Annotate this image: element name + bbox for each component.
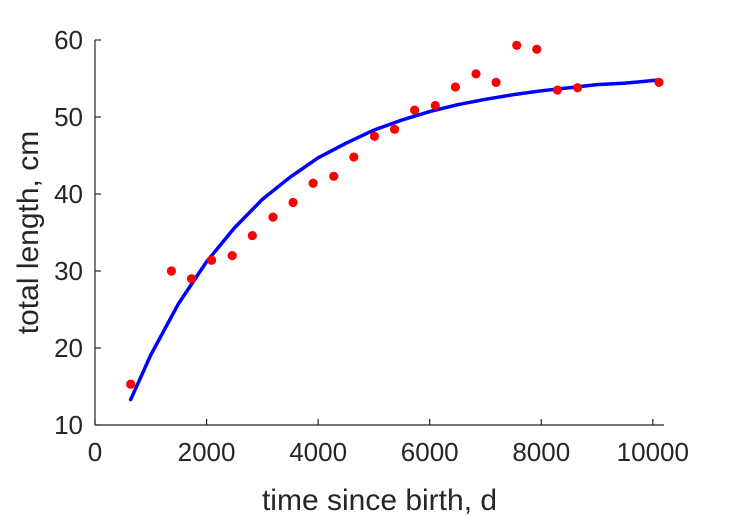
y-axis-label: total length, cm: [12, 131, 45, 334]
x-tick-label: 10000: [617, 437, 689, 467]
data-points: [126, 40, 664, 389]
data-point: [430, 100, 440, 111]
x-tick-label: 0: [88, 437, 102, 467]
data-point: [512, 40, 522, 50]
y-tick-label: 50: [54, 102, 83, 132]
x-ticks: 0 2000 4000 6000 8000 10000: [88, 419, 689, 467]
x-tick-label: 6000: [401, 437, 459, 467]
y-ticks: 10 20 30 40 50 60: [54, 25, 101, 440]
data-point: [268, 212, 278, 222]
data-point: [654, 77, 664, 87]
data-point: [410, 105, 420, 115]
data-point: [247, 230, 257, 241]
data-point: [532, 44, 542, 54]
x-tick-label: 2000: [178, 437, 236, 467]
data-point: [329, 171, 339, 181]
data-point: [389, 124, 400, 134]
data-point: [450, 82, 460, 92]
y-tick-label: 60: [54, 25, 83, 55]
data-point: [227, 251, 237, 261]
x-axis-label: time since birth, d: [262, 484, 497, 517]
data-point: [186, 274, 197, 284]
data-point: [552, 85, 563, 95]
data-point: [166, 266, 177, 276]
data-point: [206, 255, 217, 265]
y-tick-label: 40: [54, 179, 83, 209]
data-point: [491, 77, 501, 87]
y-tick-label: 20: [54, 333, 83, 363]
data-point: [572, 83, 583, 93]
y-tick-label: 30: [54, 256, 83, 286]
data-point: [369, 131, 380, 141]
data-point: [288, 197, 298, 208]
data-point: [308, 178, 318, 188]
y-tick-label: 10: [54, 410, 83, 440]
x-tick-label: 4000: [289, 437, 347, 467]
data-point: [126, 379, 136, 389]
x-tick-label: 8000: [512, 437, 570, 467]
data-point: [471, 69, 481, 79]
axes: [94, 40, 664, 426]
data-point: [349, 152, 359, 162]
